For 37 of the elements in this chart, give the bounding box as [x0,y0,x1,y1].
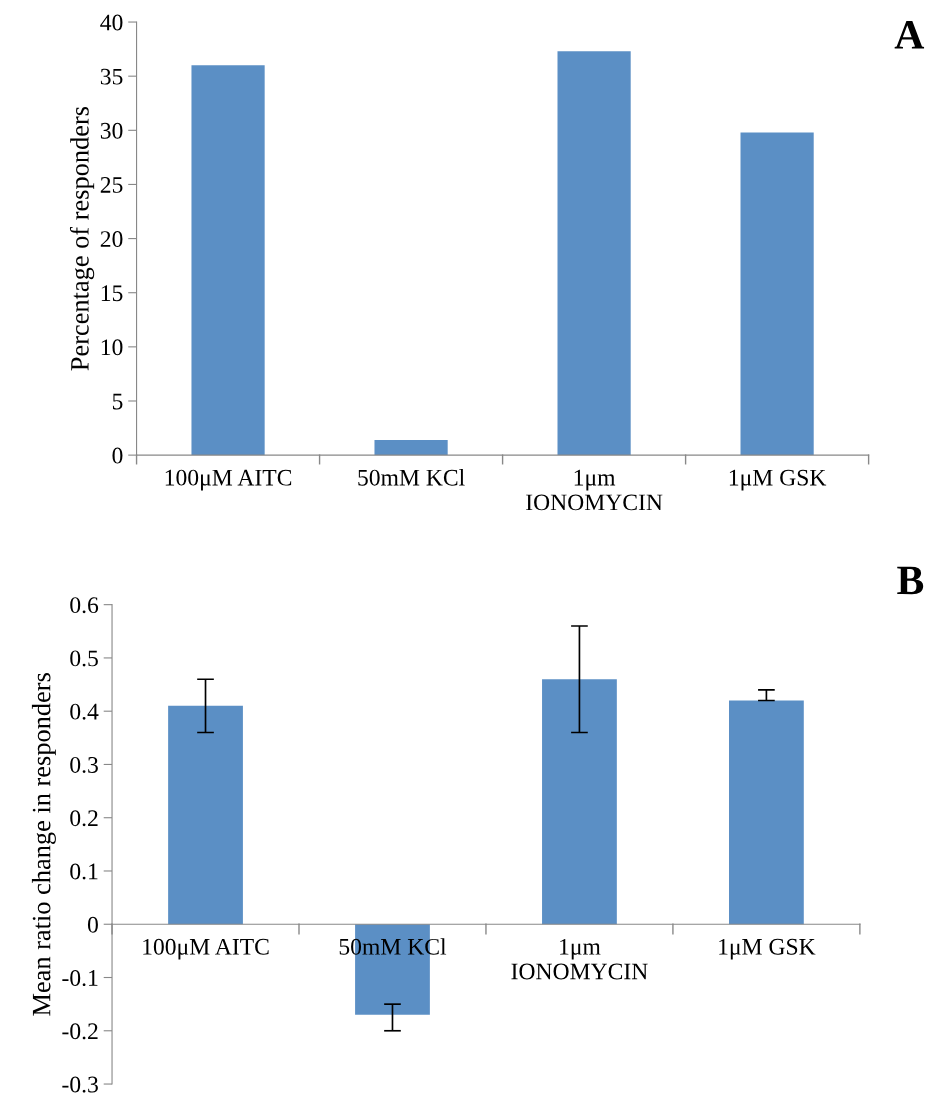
y-tick-label: 0.2 [70,810,98,827]
y-tick-label: 0.3 [70,756,98,773]
y-tick-label: 0.5 [70,650,98,667]
x-tick-label: 100μM AITC [143,938,269,960]
y-tick-label: -0.2 [62,1023,98,1040]
text: B [897,566,924,595]
y-tick-label: 0.6 [70,597,99,614]
bar [374,439,448,456]
y-tick-label: 20 [100,231,123,248]
y-axis-title: Percentage of responders [69,106,95,371]
x-tick-label: 1μM GSK [729,469,827,491]
bar [168,705,243,925]
bar [740,132,814,456]
y-tick-label: -0.1 [62,970,98,987]
y-tick-label: 15 [101,285,123,302]
bar [557,51,631,456]
y-tick-label: 10 [101,339,123,356]
y-tick-label: 0 [87,916,98,933]
bar [542,679,617,925]
y-tick-label: 25 [100,177,123,193]
x-tick-label: 1μm IONOMYCIN [511,938,648,980]
text: A [894,21,925,49]
x-tick-label: 1μM GSK [719,938,816,960]
y-tick-label: 0.1 [70,863,98,880]
y-tick-label: 35 [100,68,123,85]
bar [191,65,265,456]
x-tick-label: 1μm IONOMYCIN [526,469,663,511]
y-axis-title: Mean ratio change in responders [31,673,56,1016]
x-tick-label: 100μM AITC [165,469,292,491]
y-tick-label: 5 [112,393,123,410]
y-tick-label: 0 [112,447,123,464]
y-tick-label: 30 [100,122,123,139]
bar [729,700,804,925]
y-tick-label: -0.3 [62,1076,98,1093]
y-tick-label: 40 [100,14,123,31]
y-tick-label: 0.4 [70,703,99,720]
x-tick-label: 50mM KCl [358,469,465,486]
